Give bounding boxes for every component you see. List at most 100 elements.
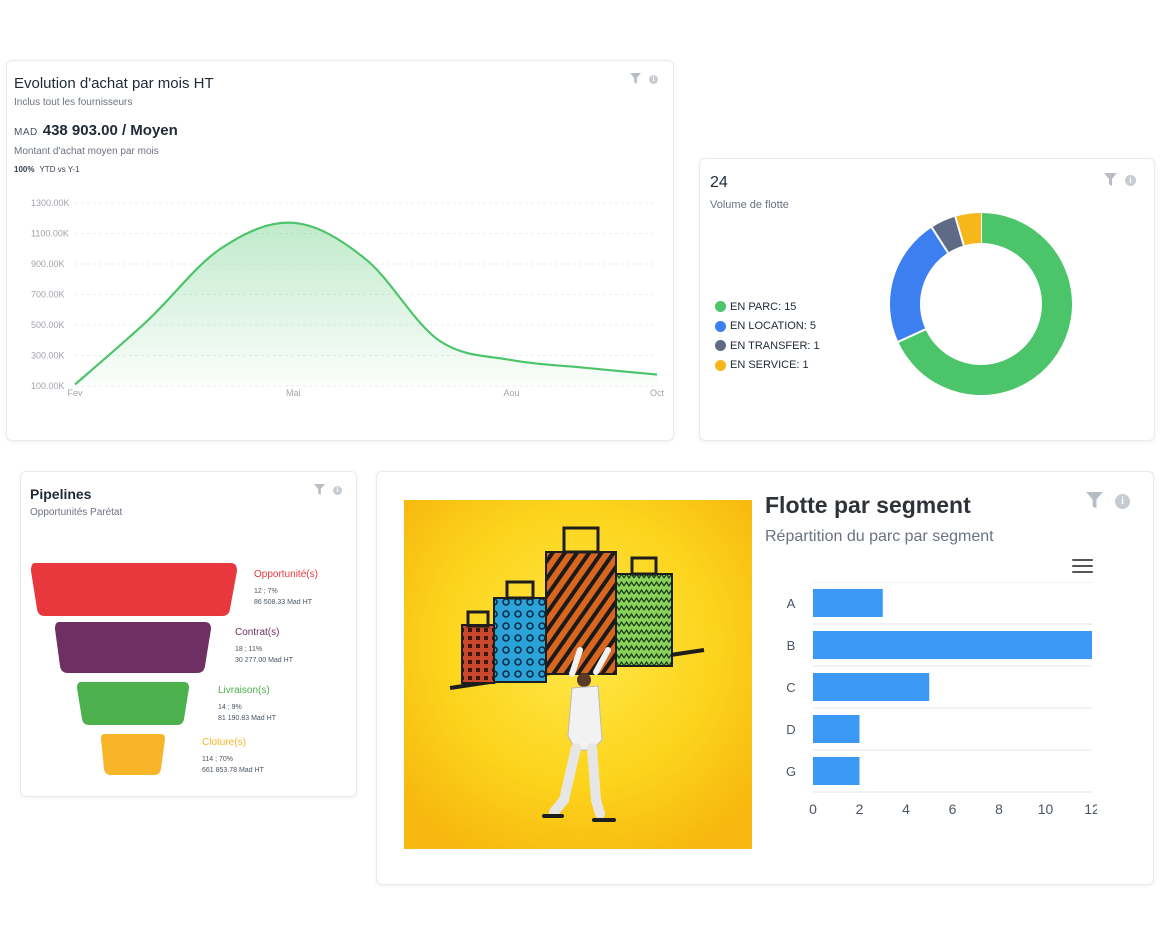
bar-g[interactable]	[813, 757, 860, 785]
legend-label: EN SERVICE: 1	[730, 359, 809, 372]
segment-card: Flotte par segment Répartition du parc p…	[376, 471, 1154, 885]
funnel-stage-opportunite[interactable]	[29, 563, 239, 617]
segment-subtitle: Répartition du parc par segment	[765, 528, 994, 545]
hamburger-menu-icon[interactable]	[1072, 559, 1093, 577]
evolution-amount: MAD 438 903.00 / Moyen	[14, 122, 178, 139]
x-tick-label: Mai	[286, 388, 301, 398]
pipelines-card: Pipelines Opportunités Parétat i Opportu…	[20, 471, 357, 797]
flotte-subtitle: Volume de flotte	[710, 199, 789, 211]
category-label: D	[786, 722, 795, 737]
amount-caption: Montant d'achat moyen par mois	[14, 146, 159, 157]
x-tick-label: Oct	[650, 388, 665, 398]
series-line[interactable]	[74, 221, 658, 386]
flotte-count: 24	[710, 174, 728, 191]
y-tick-label: 700.00K	[31, 290, 65, 300]
x-tick-label: 8	[995, 801, 1003, 817]
funnel-stage-cloture[interactable]	[100, 734, 166, 776]
segment-tools: i	[1086, 492, 1130, 510]
slice-separator	[930, 226, 949, 254]
legend-swatch	[715, 301, 726, 313]
y-tick-label: 500.00K	[31, 320, 65, 330]
legend-swatch	[715, 320, 726, 332]
evolution-tools: i	[630, 73, 658, 85]
stage-amount: 30 277.00 Mad HT	[235, 657, 293, 664]
donut-slice-en-location[interactable]	[890, 227, 949, 342]
ytd-percent: 100%	[14, 165, 35, 174]
legend-swatch	[715, 359, 726, 371]
filter-icon[interactable]	[630, 73, 641, 85]
filter-icon[interactable]	[1104, 173, 1117, 187]
stage-count: 14 ; 9%	[218, 704, 242, 711]
stage-amount: 86 508.33 Mad HT	[254, 599, 312, 606]
x-tick-label: 4	[902, 801, 910, 817]
y-tick-label: 100.00K	[31, 381, 65, 391]
legend-label: EN LOCATION: 5	[730, 320, 816, 333]
pipelines-title: Pipelines	[30, 486, 92, 502]
stage-count: 12 ; 7%	[254, 588, 278, 595]
flotte-donut-chart	[890, 213, 1072, 395]
stage-count: 18 ; 11%	[235, 646, 263, 653]
stage-name: Contrat(s)	[235, 627, 280, 638]
flotte-card: 24 Volume de flotte i EN PARC: 15 EN LOC…	[699, 158, 1155, 441]
bar-c[interactable]	[813, 673, 930, 701]
stage-name: Livraison(s)	[218, 685, 270, 696]
ytd-comparison: 100% YTD vs Y-1	[14, 165, 79, 174]
category-label: G	[786, 764, 796, 779]
y-tick-label: 1100.00K	[31, 229, 69, 239]
funnel-stage-contrat[interactable]	[53, 622, 213, 674]
info-icon[interactable]: i	[1115, 493, 1130, 509]
pipelines-tools: i	[314, 484, 342, 496]
stage-count: 114 ; 70%	[202, 756, 234, 763]
category-label: A	[787, 596, 796, 611]
stage-name: Opportunité(s)	[254, 569, 318, 580]
donut-slice-en-transfer[interactable]	[931, 216, 965, 253]
y-tick-label: 300.00K	[31, 351, 65, 361]
bar-b[interactable]	[813, 631, 1092, 659]
legend-item-en-location[interactable]: EN LOCATION: 5	[715, 317, 820, 337]
amount-value: 438 903.00 / Moyen	[42, 122, 178, 139]
legend-item-en-transfer[interactable]: EN TRANSFER: 1	[715, 336, 820, 356]
evolution-card: Evolution d'achat par mois HT Inclus tou…	[6, 60, 674, 441]
evolution-title: Evolution d'achat par mois HT	[14, 75, 214, 92]
x-tick-label: 6	[949, 801, 957, 817]
legend-label: EN TRANSFER: 1	[730, 339, 820, 352]
info-icon[interactable]: i	[333, 485, 342, 495]
x-tick-label: Aou	[503, 388, 519, 398]
info-icon[interactable]: i	[649, 74, 658, 84]
x-tick-label: 10	[1038, 801, 1054, 817]
category-label: C	[786, 680, 795, 695]
filter-icon[interactable]	[314, 484, 325, 496]
stage-amount: 81 190.83 Mad HT	[218, 715, 276, 722]
x-tick-label: 2	[856, 801, 864, 817]
legend-swatch	[715, 340, 726, 352]
donut-slice-en-service[interactable]	[955, 213, 982, 246]
filter-icon[interactable]	[1086, 492, 1103, 510]
ytd-label: YTD vs Y-1	[39, 165, 80, 174]
bar-a[interactable]	[813, 589, 883, 617]
y-tick-label: 1300.00K	[31, 198, 70, 208]
segment-title: Flotte par segment	[765, 492, 971, 518]
slice-separator	[897, 328, 926, 343]
legend-item-en-service[interactable]: EN SERVICE: 1	[715, 356, 820, 376]
x-tick-label: Fev	[67, 388, 83, 398]
flotte-legend: EN PARC: 15 EN LOCATION: 5 EN TRANSFER: …	[715, 297, 820, 375]
series-area	[75, 222, 657, 386]
info-icon[interactable]: i	[1125, 174, 1136, 186]
x-tick-label: 12	[1084, 801, 1097, 817]
evolution-subtitle: Inclus tout les fournisseurs	[14, 97, 133, 108]
currency-label: MAD	[14, 127, 38, 138]
legend-item-en-parc[interactable]: EN PARC: 15	[715, 297, 820, 317]
slice-separator	[954, 216, 965, 246]
donut-slice-en-parc[interactable]	[898, 213, 1072, 395]
stage-name: Cloture(s)	[202, 737, 246, 748]
stage-amount: 661 853.78 Mad HT	[202, 767, 264, 774]
segment-bar-chart: A B C D G 0 2 4 6 8 10 12	[786, 582, 1097, 817]
legend-label: EN PARC: 15	[730, 300, 797, 313]
funnel-stage-livraison[interactable]	[76, 682, 190, 726]
bar-d[interactable]	[813, 715, 860, 743]
evolution-line-chart: 1300.00K 1100.00K 900.00K 700.00K 500.00K 300…	[31, 198, 665, 398]
x-tick-label: 0	[809, 801, 817, 817]
y-tick-label: 900.00K	[31, 259, 65, 269]
pipelines-subtitle: Opportunités Parétat	[30, 507, 123, 518]
category-label: B	[787, 638, 796, 653]
